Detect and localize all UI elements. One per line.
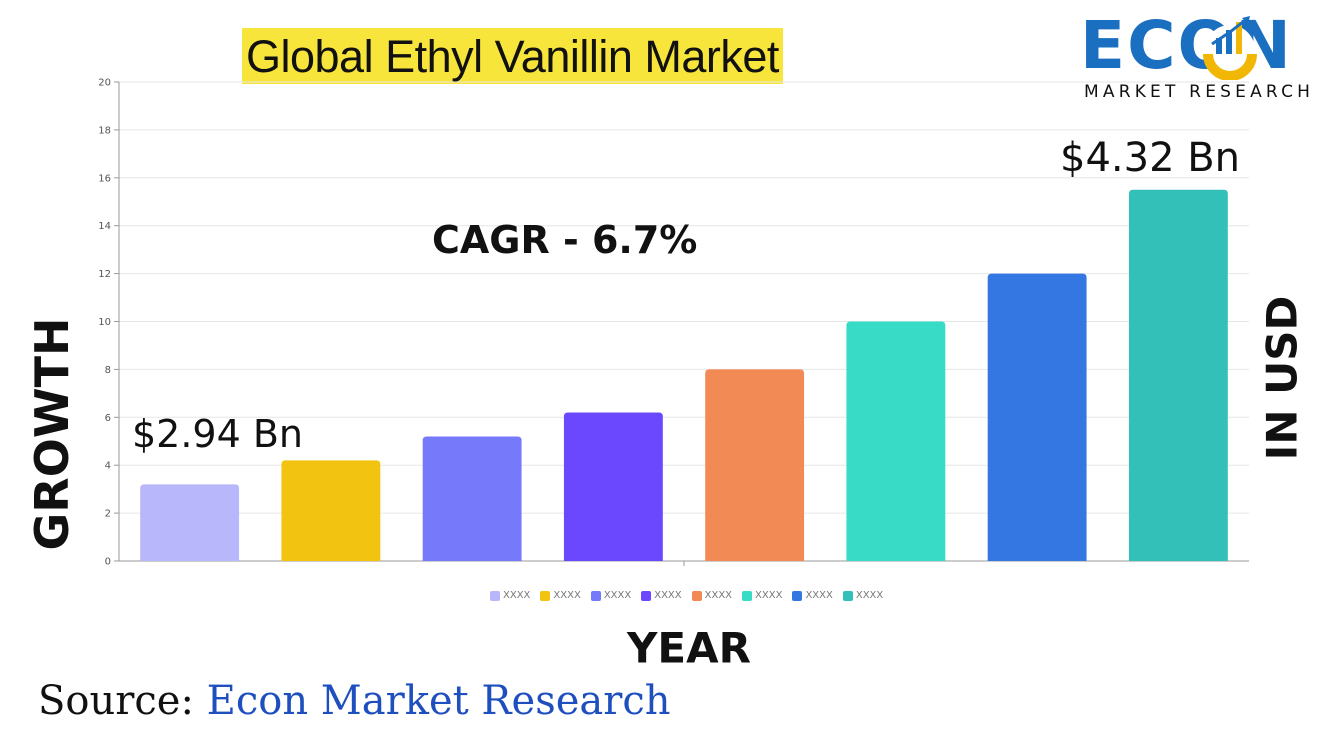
y-tick-label: 12: [98, 269, 111, 280]
start-value-label: $2.94 Bn: [132, 412, 304, 456]
bar-3: [422, 436, 522, 561]
legend-label: XXXX: [603, 590, 632, 601]
legend-swatch: [590, 590, 601, 601]
legend-item[interactable]: XXXX: [590, 590, 632, 601]
logo-chart-icon: [1203, 16, 1257, 80]
legend-label: XXXX: [805, 590, 833, 601]
legend-item[interactable]: XXXX: [742, 590, 782, 601]
y-axis-title: GROWTH: [25, 317, 79, 551]
econ-logo: ECON MARKET RESEARCH: [1080, 7, 1330, 103]
source-prefix: Source:: [38, 678, 207, 724]
legend-swatch: [490, 590, 500, 601]
legend-swatch: [641, 590, 652, 601]
bar-1: [140, 484, 240, 561]
y-tick-label: 6: [105, 413, 111, 424]
legend-label: XXXX: [553, 590, 581, 601]
x-axis-title: YEAR: [627, 623, 751, 673]
legend-swatch: [742, 590, 753, 601]
bars: [140, 189, 1228, 561]
end-value-label: $4.32 Bn: [1060, 135, 1241, 181]
y-tick-label: 16: [98, 173, 111, 184]
y-tick-label: 18: [98, 125, 111, 136]
y-tick-label: 14: [98, 221, 111, 232]
bar-5: [705, 369, 805, 561]
y-tick-label: 20: [98, 78, 111, 89]
bar-4: [563, 412, 663, 561]
legend-label: XXXX: [855, 590, 884, 601]
source-line: Source: Econ Market Research: [38, 678, 671, 724]
bar-2: [281, 460, 381, 561]
y-tick-label: 0: [105, 557, 111, 568]
y-tick-labels: 0 2 4 6 8 10 12 14 16 18 20: [98, 78, 111, 568]
y-tick-label: 8: [105, 365, 111, 376]
bar-8: [1128, 189, 1228, 561]
source-name: Econ Market Research: [206, 678, 671, 724]
legend-item[interactable]: XXXX: [490, 590, 530, 601]
right-axis-title: IN USD: [1257, 295, 1307, 461]
logo-word: ECON: [1080, 7, 1293, 84]
legend-item[interactable]: XXXX: [842, 590, 884, 601]
legend-item[interactable]: XXXX: [641, 590, 682, 601]
title-highlight: Global Ethyl Vanillin Market: [242, 28, 783, 84]
cagr-annotation: CAGR - 6.7%: [432, 218, 698, 262]
chart-legend: XXXX XXXX XXXX XXXX XXXX XXXX XXXX XXXX: [490, 590, 883, 601]
bar-6: [846, 321, 946, 561]
legend-label: XXXX: [755, 590, 783, 601]
legend-label: XXXX: [654, 590, 682, 601]
y-tick-label: 4: [105, 461, 111, 472]
legend-label: XXXX: [503, 590, 531, 601]
legend-item[interactable]: XXXX: [691, 590, 733, 601]
y-tick-label: 10: [98, 317, 111, 328]
chart-title: Global Ethyl Vanillin Market: [246, 31, 779, 82]
bar-7: [987, 273, 1087, 561]
y-tick-label: 2: [105, 509, 111, 520]
legend-item[interactable]: XXXX: [540, 590, 581, 601]
legend-swatch: [691, 590, 702, 601]
legend-label: XXXX: [704, 590, 733, 601]
legend-item[interactable]: XXXX: [792, 590, 833, 601]
legend-swatch: [842, 590, 853, 601]
logo-tagline: MARKET RESEARCH: [1084, 82, 1315, 102]
legend-swatch: [540, 590, 551, 601]
legend-swatch: [792, 590, 803, 601]
